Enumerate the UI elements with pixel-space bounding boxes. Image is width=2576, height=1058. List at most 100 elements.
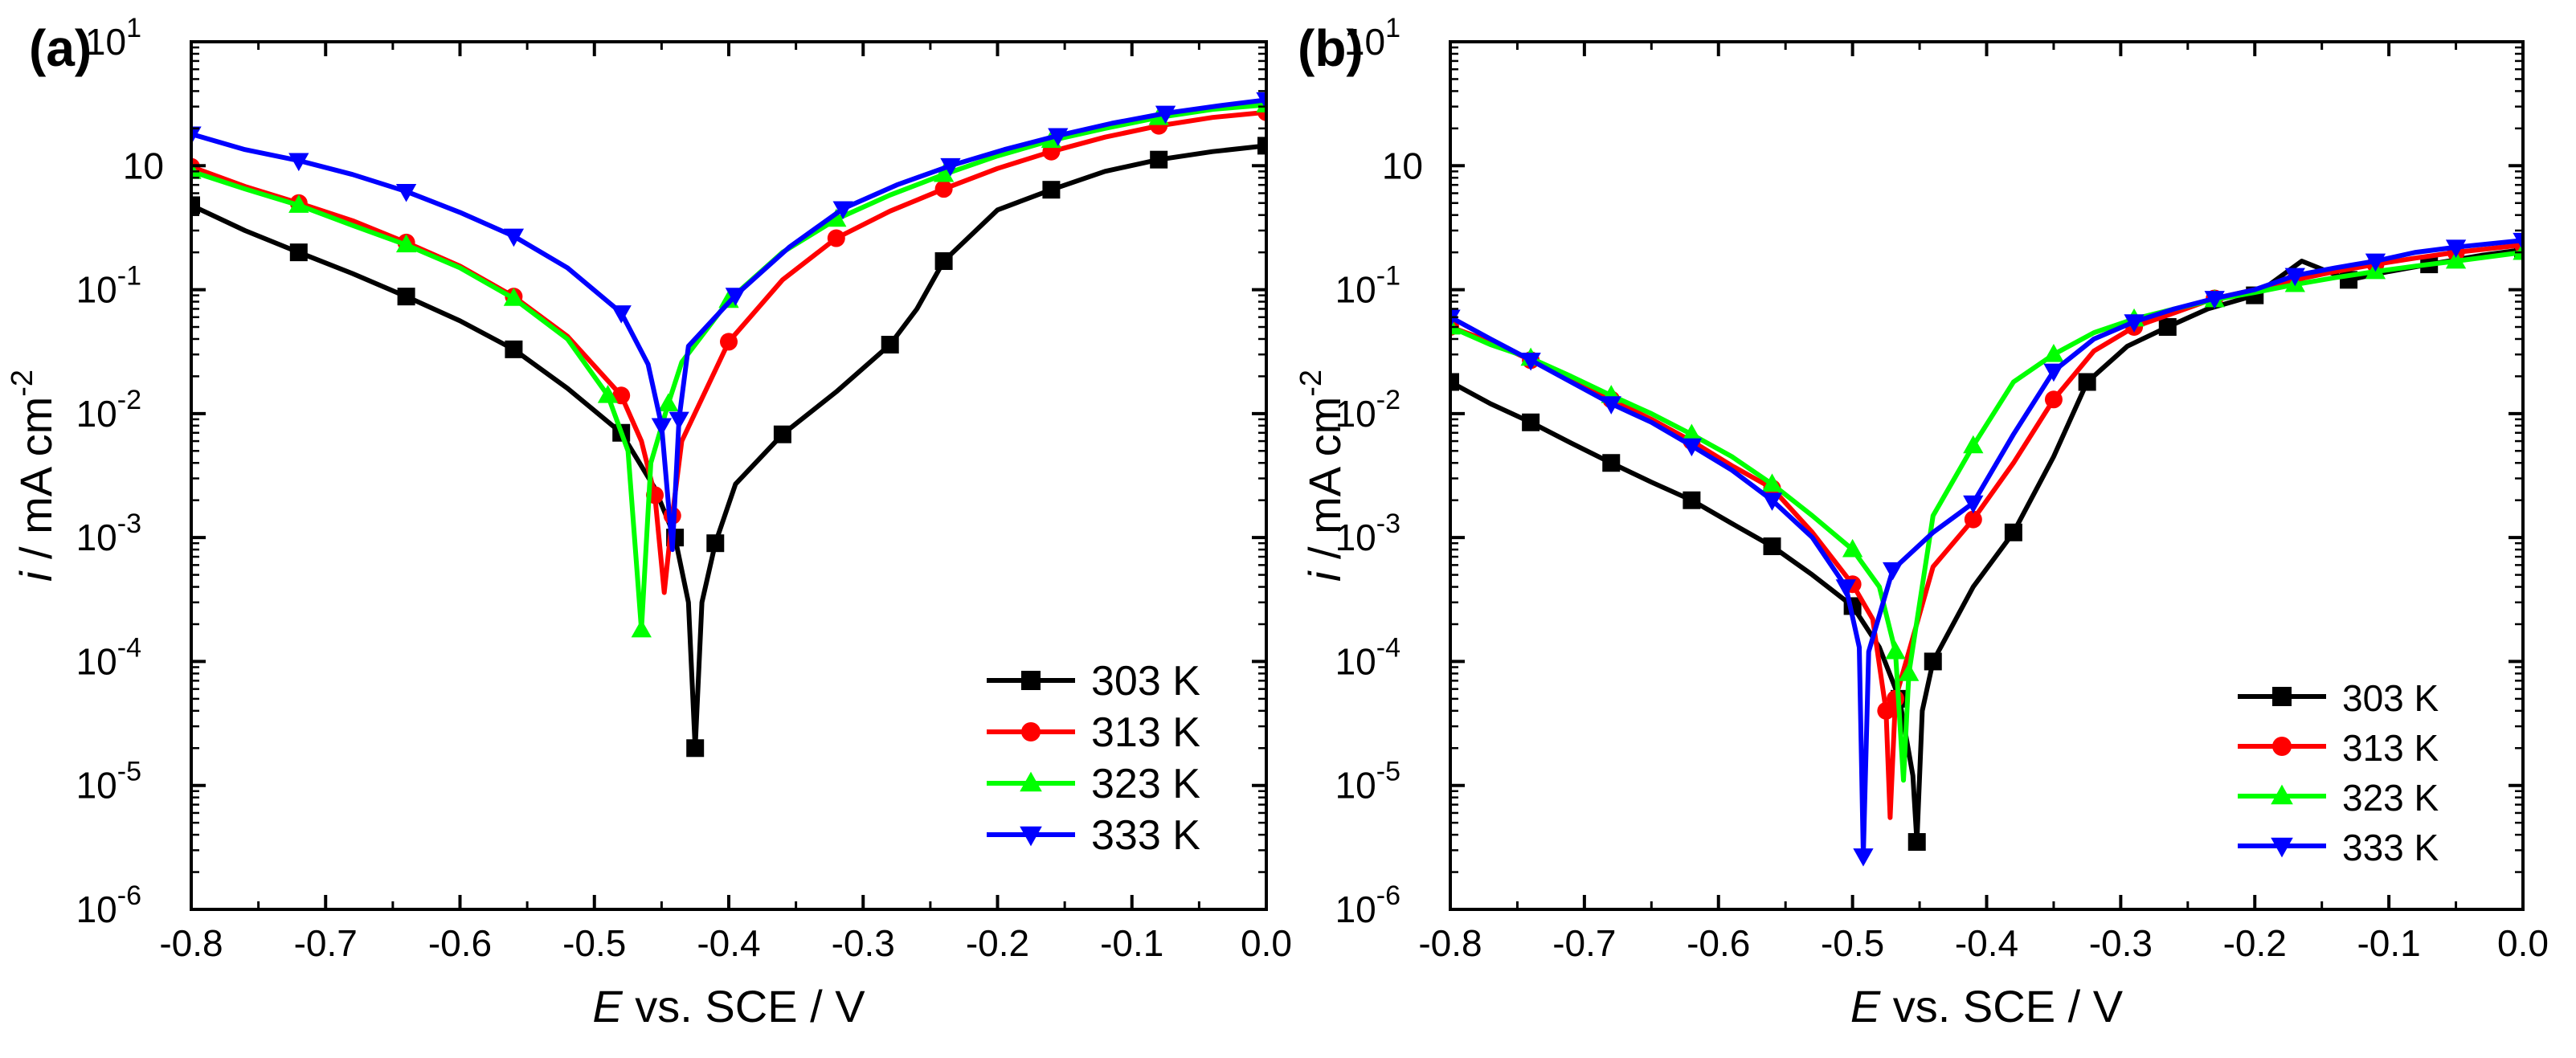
data-point (2158, 318, 2177, 337)
legend-label: 323 K (1091, 761, 1200, 807)
legend-item: 323 K (2238, 777, 2439, 819)
data-point (395, 183, 417, 202)
series-line (1450, 238, 2523, 859)
y-tick-label: 10-5 (1335, 757, 1400, 807)
legend-label: 323 K (2342, 777, 2439, 819)
data-point (2365, 253, 2386, 272)
data-point (597, 385, 619, 403)
legend-item: 323 K (987, 761, 1200, 807)
data-point (773, 425, 791, 443)
data-point (1048, 128, 1069, 146)
legend-item: 303 K (2238, 677, 2439, 719)
data-point (2044, 390, 2063, 409)
data-point (934, 180, 953, 198)
x-tick-label: -0.2 (966, 922, 1029, 964)
x-tick-label: 0.0 (2497, 922, 2549, 964)
x-tick-label: -0.5 (1821, 922, 1884, 964)
data-point (1602, 454, 1621, 472)
data-point (2043, 344, 2064, 362)
y-tick-label: 10-3 (1335, 509, 1400, 558)
data-point (1877, 701, 1895, 720)
y-tick-label: 10-5 (76, 757, 141, 807)
data-point (1761, 473, 1783, 492)
data-point (1601, 396, 1621, 415)
y-tick-label: 10-6 (1335, 880, 1400, 930)
x-tick-label: -0.3 (832, 922, 895, 964)
data-point (611, 305, 632, 324)
x-tick-label: -0.4 (697, 922, 760, 964)
data-point (686, 739, 705, 758)
data-point (2513, 241, 2523, 260)
data-point (505, 340, 523, 358)
data-point (826, 208, 847, 227)
panel-label: (a) (29, 19, 92, 77)
data-point (1150, 150, 1168, 169)
y-tick-label: 10-3 (76, 509, 141, 558)
data-point (651, 418, 673, 437)
x-tick-label: -0.4 (1955, 922, 2018, 964)
data-point (1963, 435, 1984, 454)
series-303-K (1450, 240, 2523, 852)
data-point (827, 229, 845, 247)
data-point (191, 161, 202, 179)
data-point (1681, 438, 1703, 457)
data-point (1450, 373, 1459, 391)
data-point (1887, 689, 1905, 708)
legend-swatch-marker (1021, 722, 1041, 741)
data-point (1853, 848, 1874, 867)
data-point (1899, 663, 1920, 681)
data-point (503, 288, 525, 306)
legend-swatch-marker (2272, 687, 2292, 706)
data-point (631, 619, 652, 638)
y-tick-label: 10-6 (76, 880, 141, 930)
data-point (658, 393, 679, 411)
data-point (1681, 423, 1703, 443)
legend-label: 303 K (1091, 658, 1200, 705)
data-point (1520, 352, 1541, 371)
data-point (706, 534, 725, 553)
data-point (2284, 268, 2305, 287)
data-point (1842, 538, 1863, 558)
data-point (191, 126, 202, 145)
y-tick-label: 10-2 (76, 385, 141, 435)
data-point (720, 333, 738, 351)
series-line (191, 102, 1266, 632)
x-tick-label: -0.7 (1552, 922, 1616, 964)
y-axis-label: i / mA cm-2 (6, 370, 61, 582)
series-line (1450, 250, 2523, 783)
data-point (1155, 105, 1176, 125)
x-axis-label: E vs. SCE / V (1850, 981, 2124, 1031)
legend-swatch-marker (1020, 826, 1042, 847)
x-tick-label: -0.6 (428, 922, 492, 964)
x-tick-label: -0.3 (2089, 922, 2153, 964)
data-point (612, 386, 631, 405)
y-tick-label: 10-1 (1335, 261, 1400, 311)
data-point (940, 157, 961, 177)
y-tick-label: 10-1 (76, 261, 141, 311)
panel-label: (b) (1298, 19, 1364, 77)
series-line (1450, 247, 2523, 845)
data-point (2445, 250, 2467, 269)
legend-label: 313 K (1091, 709, 1200, 756)
series-313-K (191, 103, 1266, 595)
data-point (832, 201, 853, 219)
data-point (2124, 314, 2145, 333)
series-323-K (191, 94, 1266, 638)
series-323-K (1450, 241, 2523, 783)
data-point (1907, 833, 1926, 852)
series-line (191, 97, 1266, 553)
data-point (669, 411, 689, 431)
x-tick-label: -0.2 (2223, 922, 2287, 964)
data-point (2204, 291, 2225, 309)
x-tick-label: -0.8 (159, 922, 223, 964)
data-point (2043, 363, 2064, 382)
y-tick-label: 10 (123, 145, 164, 186)
data-point (2513, 232, 2523, 251)
data-point (395, 234, 417, 253)
y-tick-label: 10 (1382, 145, 1423, 186)
legend-swatch-marker (2271, 837, 2293, 858)
y-tick-label: 10-4 (76, 632, 141, 682)
